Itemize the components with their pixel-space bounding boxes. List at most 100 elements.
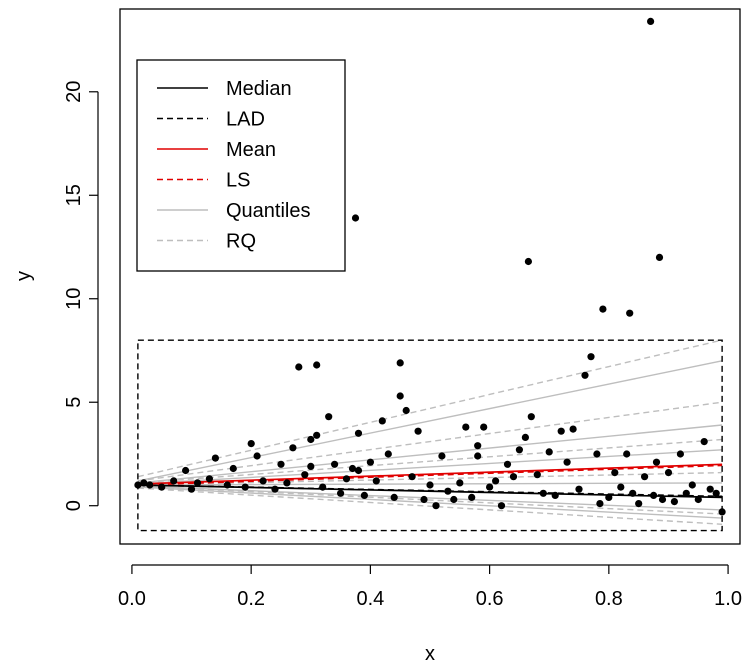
data-point: [524, 257, 533, 266]
data-point: [295, 363, 303, 371]
series-line-rq-13: [137, 471, 723, 486]
data-point: [652, 458, 661, 466]
data-point: [354, 466, 363, 475]
x-tick-label: 0.2: [237, 588, 265, 610]
data-point: [480, 423, 488, 431]
data-point: [688, 481, 696, 489]
data-point: [492, 477, 500, 485]
data-point: [617, 483, 625, 491]
data-point: [712, 489, 720, 497]
x-tick-label: 0.4: [356, 588, 384, 610]
data-point: [360, 491, 368, 499]
data-point: [539, 489, 547, 497]
data-point: [551, 491, 559, 499]
legend-label: Quantiles: [226, 200, 311, 222]
data-point: [146, 481, 154, 489]
series-line-rq-11: [137, 401, 723, 482]
data-point: [575, 485, 583, 493]
data-point: [626, 309, 634, 317]
legend-box: [136, 59, 346, 272]
data-point: [247, 440, 255, 448]
data-point: [432, 502, 440, 510]
data-point: [408, 473, 416, 481]
data-point: [635, 500, 643, 508]
data-point: [462, 423, 470, 431]
data-point: [140, 479, 148, 487]
data-point: [289, 444, 297, 452]
data-point: [283, 479, 291, 487]
x-tick-label: 0.0: [118, 588, 146, 610]
data-point: [658, 495, 667, 504]
data-point: [325, 413, 333, 421]
data-point: [664, 469, 673, 477]
data-point: [694, 495, 702, 504]
data-point: [420, 495, 428, 504]
series-line-mean-2: [137, 463, 723, 485]
series-line-ls-3: [137, 464, 723, 486]
legend: Median LAD Mean LS Quantiles RQ: [136, 59, 346, 272]
data-point: [396, 392, 404, 400]
data-point: [563, 458, 571, 466]
data-point: [337, 489, 345, 497]
x-tick-label: 0.8: [595, 588, 623, 610]
data-point: [414, 427, 422, 435]
data-point: [599, 305, 607, 313]
data-point: [641, 473, 649, 481]
data-point: [426, 481, 434, 489]
data-point: [486, 483, 494, 491]
data-point: [647, 17, 655, 25]
series-line-quantiles-9: [137, 486, 723, 519]
data-point: [384, 450, 392, 458]
series-line-rq-15: [137, 487, 723, 525]
data-point: [390, 493, 398, 501]
data-point: [372, 477, 380, 485]
data-point: [366, 458, 374, 466]
series-line-rq-10: [137, 339, 723, 478]
legend-label: LS: [226, 170, 250, 192]
x-axis: 0.0 0.2 0.4 0.6 0.8 1.0: [118, 564, 742, 610]
data-point: [158, 483, 166, 491]
data-point: [682, 489, 690, 497]
data-point: [229, 464, 237, 473]
data-point: [307, 462, 315, 470]
y-tick-label: 0: [63, 500, 85, 511]
data-point: [271, 485, 279, 493]
data-point: [259, 477, 267, 485]
data-point: [474, 452, 482, 460]
data-point: [253, 452, 261, 460]
data-point: [402, 406, 410, 415]
data-point: [497, 502, 506, 510]
data-point: [348, 464, 357, 473]
data-point: [521, 433, 530, 441]
data-point: [474, 442, 482, 450]
data-point: [527, 413, 535, 421]
data-point: [241, 483, 249, 491]
data-point: [211, 454, 219, 462]
data-point: [569, 425, 577, 433]
data-point: [187, 485, 196, 493]
series-line-rq-14: [137, 485, 723, 515]
dashed-bounding-box: [137, 339, 723, 532]
data-point: [670, 498, 679, 506]
y-tick-label: 5: [63, 397, 85, 408]
data-point: [351, 214, 360, 222]
data-point: [605, 493, 613, 501]
x-tick-label: 1.0: [714, 588, 742, 610]
data-point: [611, 469, 619, 477]
series-line-quantiles-5: [137, 424, 723, 484]
data-point: [456, 479, 464, 487]
data-point: [313, 431, 321, 439]
data-point: [557, 427, 565, 435]
x-axis-label: x: [425, 643, 435, 665]
data-point: [354, 429, 363, 437]
series-line-lad-1: [137, 484, 723, 498]
data-point: [396, 359, 404, 367]
data-point: [515, 446, 524, 454]
data-point: [650, 491, 658, 499]
data-point: [205, 475, 213, 483]
data-point: [342, 475, 351, 483]
data-point: [450, 495, 458, 504]
data-point: [331, 460, 339, 468]
series-line-quantiles-8: [137, 485, 723, 511]
